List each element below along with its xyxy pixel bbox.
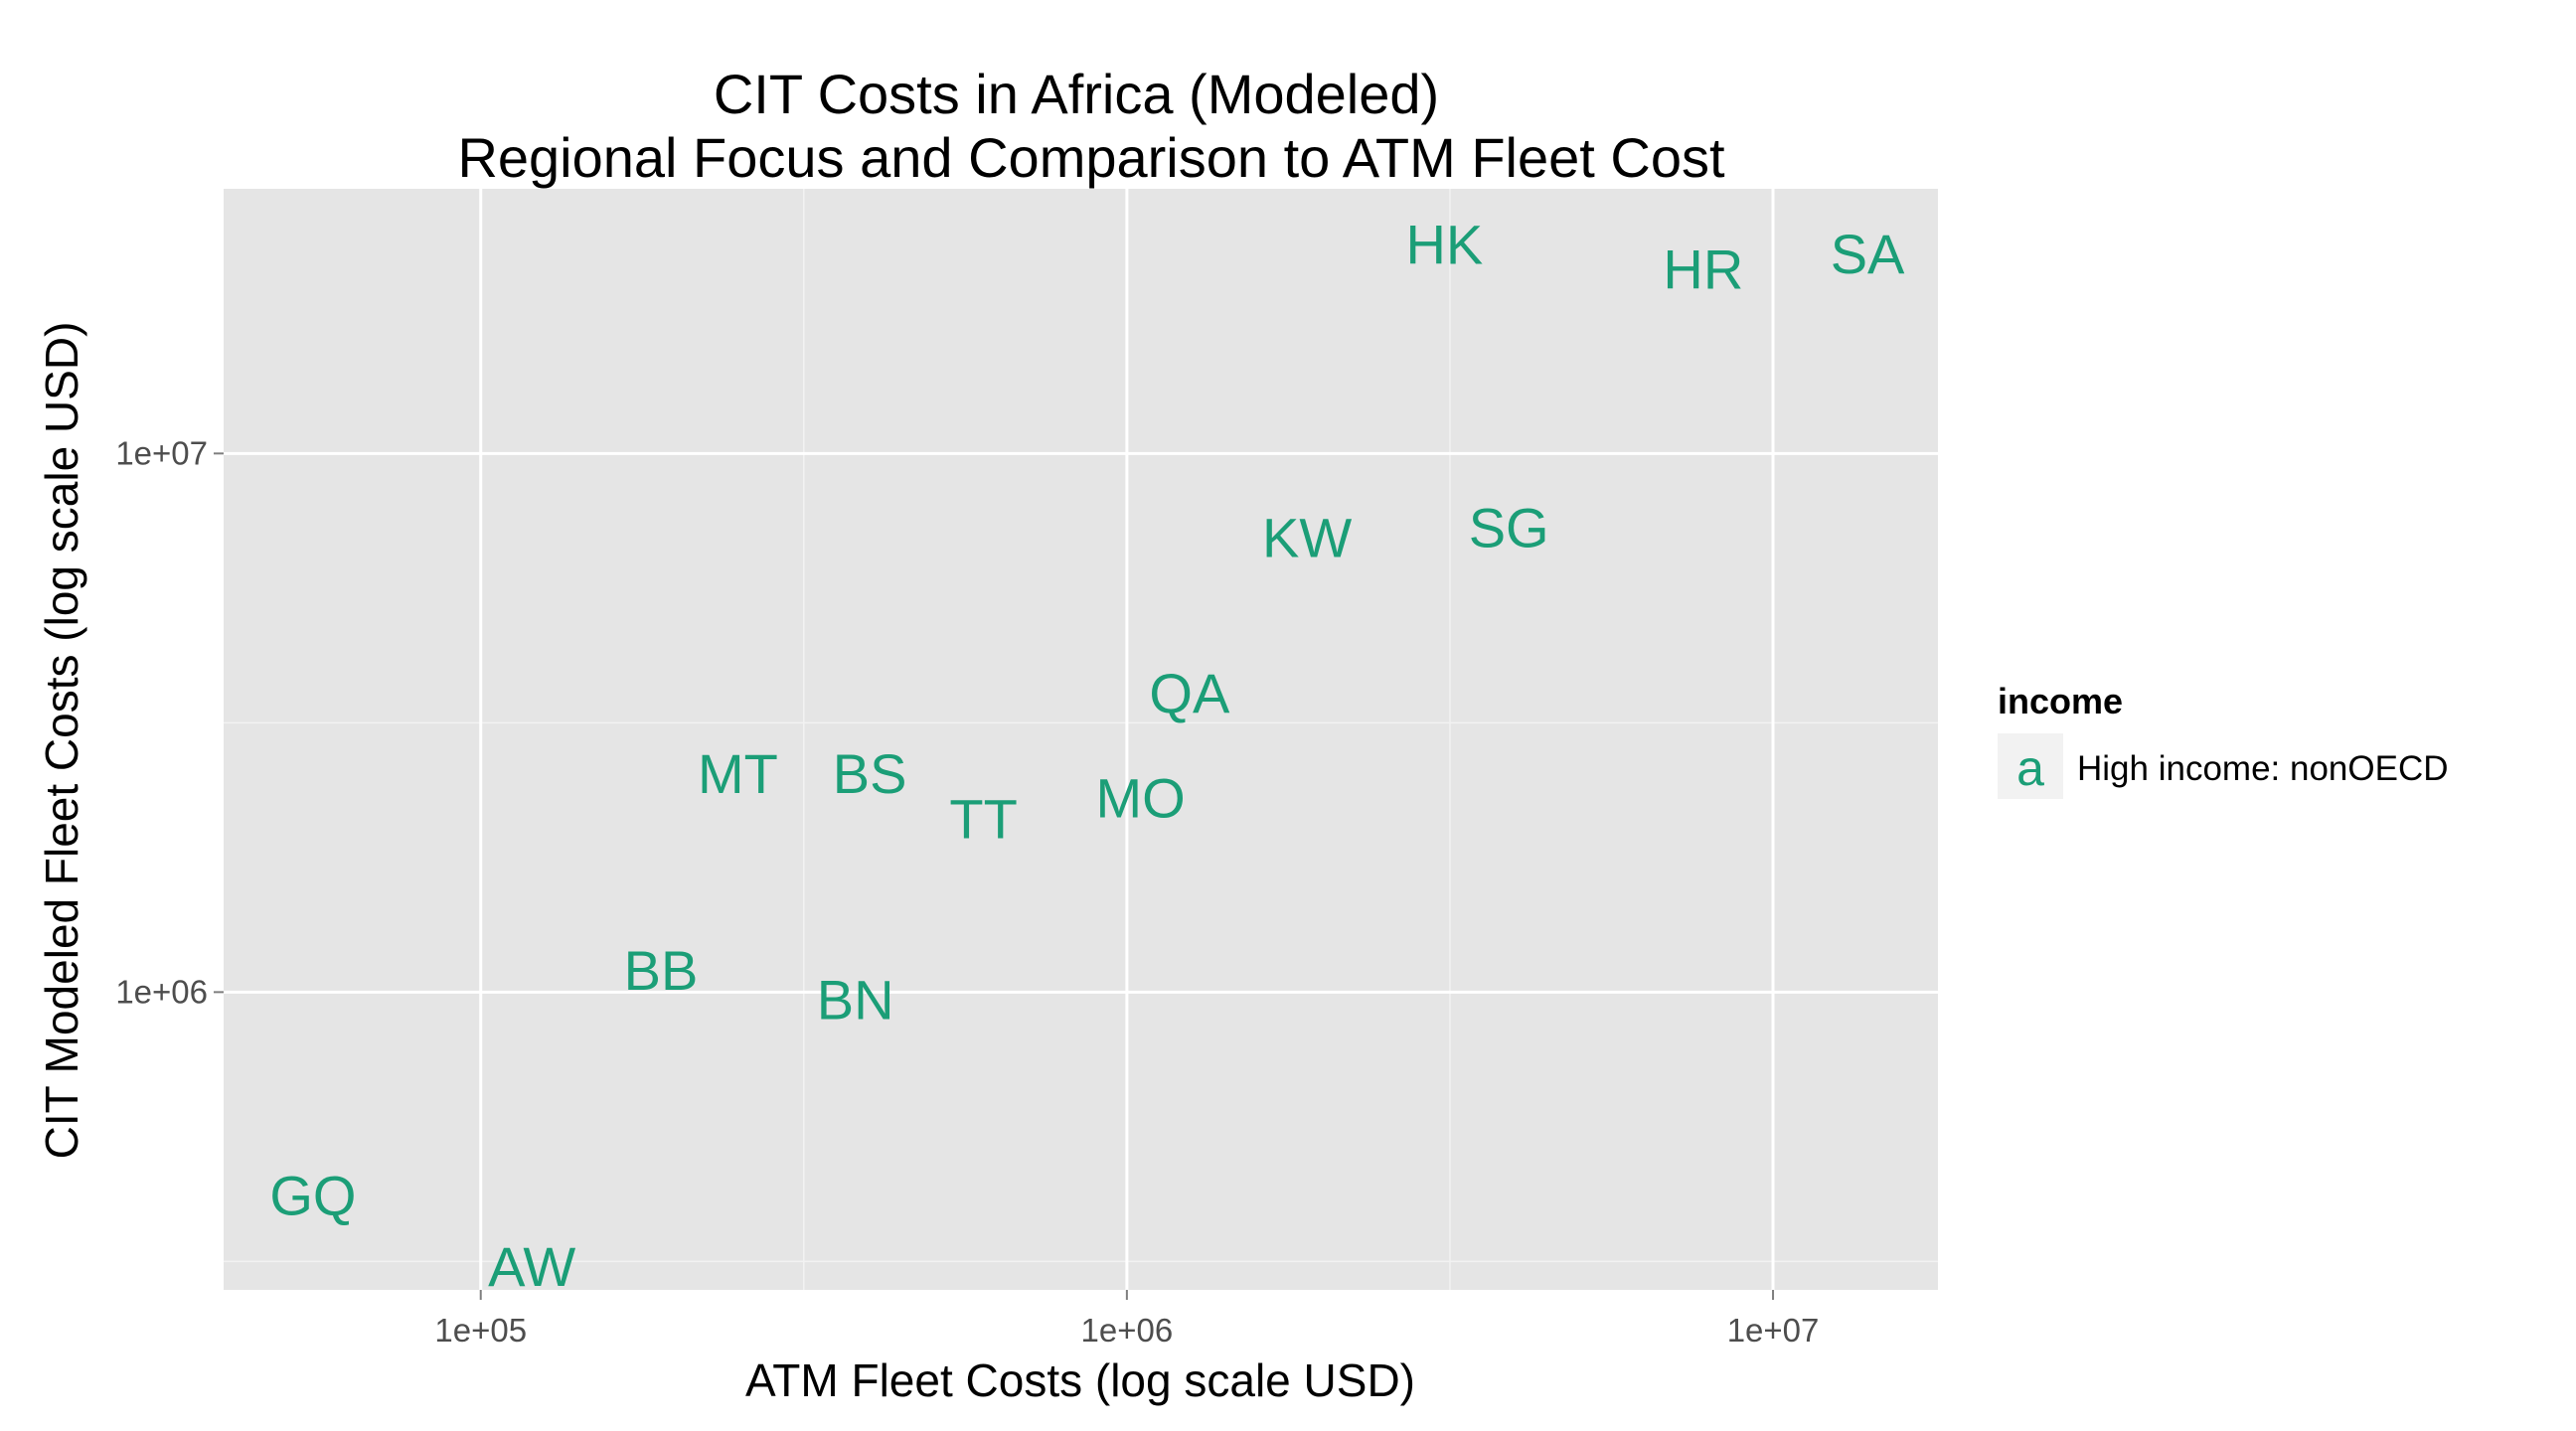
- legend-key-background: [1998, 733, 2063, 799]
- legend-title: income: [1998, 681, 2123, 721]
- minor-gridlines: [224, 189, 1938, 1290]
- point-label-sg: SG: [1469, 496, 1549, 558]
- x-tick-label: 1e+05: [434, 1312, 527, 1349]
- point-label-aw: AW: [488, 1235, 575, 1298]
- point-label-bs: BS: [833, 742, 907, 805]
- point-label-sa: SA: [1831, 223, 1905, 285]
- point-label-bb: BB: [624, 939, 699, 1002]
- point-label-qa: QA: [1149, 662, 1230, 724]
- chart-title: CIT Costs in Africa (Modeled): [714, 63, 1439, 125]
- point-label-mt: MT: [698, 742, 778, 805]
- major-gridlines: [224, 189, 1938, 1290]
- point-label-mo: MO: [1096, 766, 1186, 829]
- point-label-gq: GQ: [269, 1165, 356, 1227]
- y-tick-label: 1e+07: [115, 434, 208, 471]
- y-tick-label: 1e+06: [115, 973, 208, 1010]
- point-label-hk: HK: [1405, 213, 1483, 275]
- x-axis-ticks: 1e+05 1e+06 1e+07: [434, 1290, 1819, 1349]
- x-tick-label: 1e+06: [1081, 1312, 1174, 1349]
- legend: income a High income: nonOECD: [1998, 681, 2449, 799]
- plot-panel: [224, 189, 1938, 1290]
- x-tick-label: 1e+07: [1727, 1312, 1820, 1349]
- point-label-tt: TT: [949, 788, 1017, 851]
- legend-entry-label: High income: nonOECD: [2077, 749, 2449, 788]
- x-axis-title: ATM Fleet Costs (log scale USD): [745, 1354, 1415, 1406]
- chart-subtitle: Regional Focus and Comparison to ATM Fle…: [457, 126, 1725, 189]
- y-axis-title: CIT Modeled Fleet Costs (log scale USD): [36, 322, 87, 1160]
- point-label-bn: BN: [817, 969, 894, 1032]
- point-label-kw: KW: [1262, 506, 1352, 568]
- legend-key-glyph: a: [2016, 740, 2044, 796]
- point-label-hr: HR: [1663, 238, 1743, 301]
- data-point-labels: HK HR SA KW SG QA MT BS TT MO BB BN GQ AW: [269, 213, 1905, 1298]
- y-axis-ticks: 1e+06 1e+07: [115, 434, 224, 1010]
